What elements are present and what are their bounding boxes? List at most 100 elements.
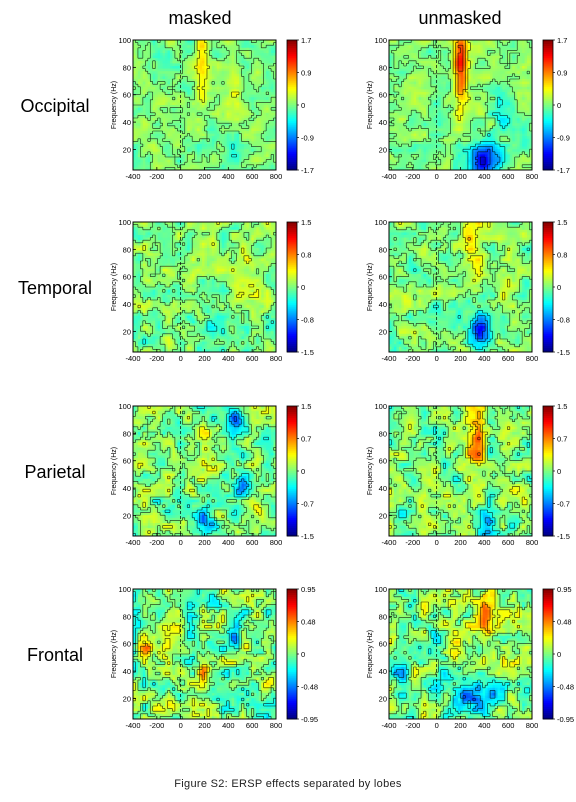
heatmap-cell <box>179 112 183 116</box>
heatmap-cell <box>435 94 439 98</box>
heatmap-cell <box>189 112 193 116</box>
heatmap-cell <box>165 149 168 153</box>
heatmap-cell <box>435 92 439 95</box>
heatmap-cell <box>236 102 240 106</box>
heatmap-cell <box>184 58 188 62</box>
heatmap-cell <box>133 131 136 134</box>
heatmap-cell <box>425 66 429 69</box>
heatmap-cell <box>499 76 503 80</box>
heatmap-cell <box>268 141 272 145</box>
heatmap-cell <box>211 73 215 77</box>
heatmap-cell <box>263 55 267 59</box>
heatmap-cell <box>174 151 178 155</box>
heatmap-cell <box>187 79 191 82</box>
heatmap-cell <box>263 53 267 56</box>
heatmap-cell <box>179 154 183 158</box>
heatmap-cell <box>519 86 523 90</box>
heatmap-cell <box>179 50 183 54</box>
heatmap-cell <box>393 92 397 95</box>
heatmap-cell <box>194 162 198 166</box>
heatmap-cell <box>460 42 464 46</box>
heatmap-cell <box>401 115 405 119</box>
heatmap-cell <box>214 151 218 155</box>
heatmap-cell <box>517 84 521 88</box>
heatmap-cell <box>462 68 466 72</box>
heatmap-cell <box>460 92 464 95</box>
heatmap-cell <box>485 123 489 127</box>
heatmap-cell <box>482 123 486 127</box>
heatmap-cell <box>268 112 272 116</box>
heatmap-cell <box>421 97 424 101</box>
heatmap-cell <box>398 58 402 62</box>
heatmap-cell <box>155 118 159 121</box>
heatmap-cell <box>187 157 191 160</box>
heatmap-cell <box>268 97 272 101</box>
heatmap-cell <box>236 68 240 72</box>
heatmap-cell <box>167 42 171 46</box>
heatmap-cell <box>133 149 136 153</box>
heatmap-cell <box>470 99 474 103</box>
heatmap-cell <box>239 102 242 106</box>
heatmap-cell <box>522 76 526 80</box>
heatmap-cell <box>472 86 476 90</box>
heatmap-cell <box>418 97 422 101</box>
heatmap-cell <box>145 154 149 158</box>
heatmap-cell <box>465 110 469 114</box>
heatmap-cell <box>492 53 496 56</box>
heatmap-cell <box>433 112 437 116</box>
heatmap-cell <box>172 110 176 114</box>
heatmap-cell <box>221 118 225 121</box>
heatmap-cell <box>145 45 149 49</box>
heatmap-cell <box>502 81 506 85</box>
heatmap-cell <box>182 105 186 108</box>
heatmap-cell <box>393 94 397 98</box>
heatmap-cell <box>490 63 493 67</box>
heatmap-cell <box>174 164 178 168</box>
heatmap-cell <box>522 81 526 85</box>
heatmap-cell <box>209 105 213 108</box>
heatmap-cell <box>197 50 200 54</box>
heatmap-cell <box>214 55 218 59</box>
heatmap-cell <box>226 66 230 69</box>
heatmap-cell <box>145 131 149 134</box>
heatmap-cell <box>490 86 493 90</box>
heatmap-cell <box>268 79 272 82</box>
heatmap-cell <box>152 154 156 158</box>
heatmap-cell <box>165 68 168 72</box>
heatmap-cell <box>271 149 274 153</box>
heatmap-cell <box>174 94 178 98</box>
heatmap-cell <box>482 68 486 72</box>
heatmap-cell <box>229 92 233 95</box>
heatmap-cell <box>157 105 161 108</box>
heatmap-cell <box>428 115 432 119</box>
heatmap-cell <box>268 71 272 75</box>
heatmap-cell <box>450 120 454 124</box>
heatmap-cell <box>142 71 146 75</box>
heatmap-cell <box>182 162 186 166</box>
heatmap-cell <box>209 128 213 132</box>
heatmap-cell <box>202 123 205 127</box>
heatmap-cell <box>450 110 454 114</box>
heatmap-cell <box>499 79 503 82</box>
heatmap-cell <box>204 144 208 147</box>
heatmap-cell <box>160 92 163 95</box>
heatmap-cell <box>253 133 257 137</box>
heatmap-cell <box>162 164 166 168</box>
heatmap-cell <box>470 86 474 90</box>
heatmap-cell <box>490 107 493 111</box>
heatmap-cell <box>172 58 176 62</box>
heatmap-cell <box>182 128 186 132</box>
heatmap-cell <box>485 89 489 93</box>
heatmap-cell <box>499 81 503 85</box>
heatmap-cell <box>145 141 149 145</box>
heatmap-cell <box>485 79 489 82</box>
heatmap-cell <box>467 125 471 129</box>
heatmap-cell <box>406 123 410 127</box>
heatmap-cell <box>507 112 511 116</box>
heatmap-cell <box>226 112 230 116</box>
heatmap-cell <box>396 45 400 49</box>
heatmap-cell <box>226 154 230 158</box>
heatmap-cell <box>167 102 171 106</box>
heatmap-cell <box>224 110 228 114</box>
heatmap-cell <box>219 167 223 171</box>
